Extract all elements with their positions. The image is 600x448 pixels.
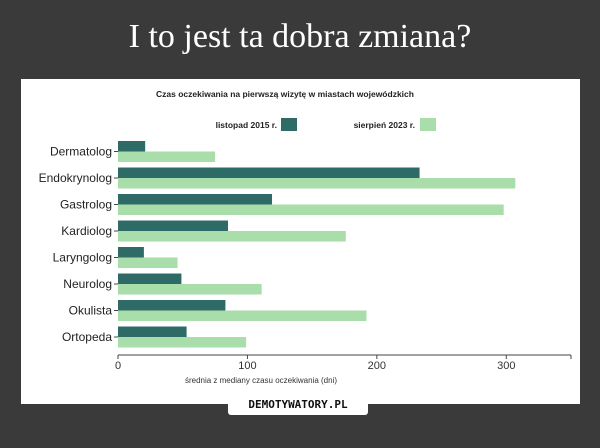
x-tick-label-0: 0 <box>115 360 121 372</box>
y-axis: Dermatolog Endokrynolog Gastrolog Kardiolog… <box>39 145 118 344</box>
bar-4-0 <box>118 247 144 258</box>
category-label-5: Neurolog <box>63 277 112 291</box>
legend-swatch-1 <box>420 118 436 131</box>
bar-0-0 <box>118 141 146 152</box>
legend-label-0: listopad 2015 r. <box>216 120 277 130</box>
bar-2-0 <box>118 194 273 205</box>
bar-5-0 <box>118 273 182 284</box>
meme-title: I to jest ta dobra zmiana? <box>128 18 472 55</box>
bar-7-0 <box>118 326 187 337</box>
bar-3-1 <box>118 231 346 242</box>
bar-1-0 <box>118 167 420 178</box>
category-label-4: Laryngolog <box>53 251 112 265</box>
bar-4-1 <box>118 257 178 268</box>
x-axis: 0 100 200 300 <box>115 354 572 372</box>
legend-label-1: sierpień 2023 r. <box>354 120 415 130</box>
legend: listopad 2015 r. sierpień 2023 r. <box>216 118 436 131</box>
category-label-6: Okulista <box>69 304 113 318</box>
x-tick-label-1: 100 <box>238 360 256 372</box>
bar-3-0 <box>118 220 229 231</box>
legend-swatch-0 <box>281 118 297 131</box>
category-label-2: Gastrolog <box>60 198 112 212</box>
bar-6-0 <box>118 300 226 311</box>
bar-7-1 <box>118 337 247 348</box>
bar-0-1 <box>118 151 216 162</box>
bar-6-1 <box>118 310 367 321</box>
category-label-7: Ortopeda <box>62 330 112 344</box>
x-axis-label: średnia z mediany czasu oczekiwania (dni… <box>185 376 337 385</box>
bar-1-1 <box>118 178 516 189</box>
chart-title: Czas oczekiwania na pierwszą wizytę w mi… <box>156 89 414 99</box>
bar-2-1 <box>118 204 504 215</box>
category-label-3: Kardiolog <box>61 224 112 238</box>
bars <box>118 141 516 348</box>
watermark: DEMOTYWATORY.PL <box>228 395 368 415</box>
category-label-0: Dermatolog <box>50 145 112 159</box>
x-tick-label-2: 200 <box>368 360 386 372</box>
bar-5-1 <box>118 284 262 295</box>
category-label-1: Endokrynolog <box>39 171 112 185</box>
x-tick-label-3: 300 <box>497 360 515 372</box>
chart-panel: Czas oczekiwania na pierwszą wizytę w mi… <box>21 79 580 404</box>
chart: Czas oczekiwania na pierwszą wizytę w mi… <box>39 89 572 385</box>
